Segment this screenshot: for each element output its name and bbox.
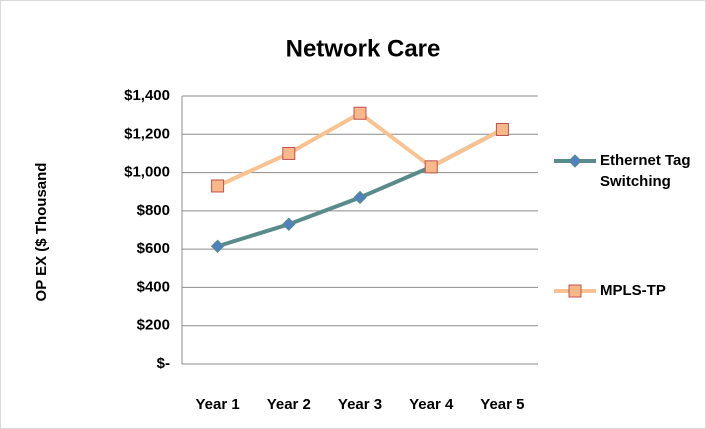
x-tick-label: Year 2 xyxy=(267,396,311,413)
y-tick-label: $200 xyxy=(137,317,170,334)
x-tick-label: Year 3 xyxy=(338,396,382,413)
point xyxy=(353,106,367,120)
series-line xyxy=(217,127,504,249)
y-tick-label: $400 xyxy=(137,278,170,295)
point xyxy=(495,123,509,136)
x-tick-label: Year 4 xyxy=(409,396,454,413)
x-tick-label: Year 5 xyxy=(480,396,524,413)
point xyxy=(210,239,225,253)
point xyxy=(211,179,225,193)
legend-label: MPLS-TP xyxy=(600,282,666,299)
legend-label: Ethernet Tag Switching xyxy=(600,152,691,190)
y-tick-label: $600 xyxy=(137,240,170,257)
y-tick-label: $800 xyxy=(137,202,170,219)
chart-title: Network Care xyxy=(286,35,441,62)
x-tick-label: Year 1 xyxy=(195,396,239,413)
point xyxy=(282,217,296,231)
y-tick-label: $- xyxy=(157,355,170,372)
point xyxy=(282,146,296,160)
y-tick-label: $1,200 xyxy=(124,125,170,142)
point xyxy=(568,284,582,298)
point xyxy=(424,160,438,174)
y-axis-label: OP EX ($ Thousand xyxy=(33,163,50,302)
point xyxy=(568,154,582,168)
series-line xyxy=(216,110,504,188)
y-tick-label: $1,400 xyxy=(124,87,170,104)
point xyxy=(353,190,367,205)
y-tick-label: $1,000 xyxy=(124,164,170,181)
